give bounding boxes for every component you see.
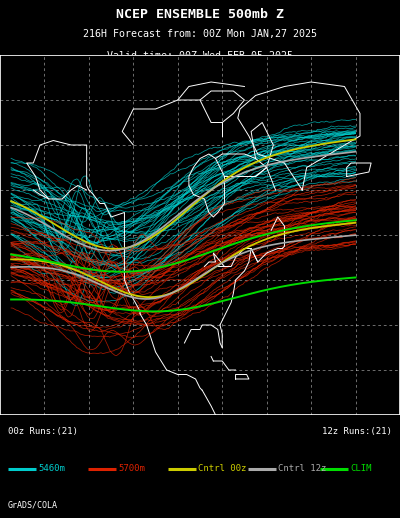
Text: Cntrl 12z: Cntrl 12z: [278, 464, 326, 473]
Text: Cntrl 00z: Cntrl 00z: [198, 464, 246, 473]
Text: 00z Runs:(21): 00z Runs:(21): [8, 427, 78, 436]
Text: 5460m: 5460m: [38, 464, 65, 473]
Text: Valid time: 00Z Wed FEB,05 2025: Valid time: 00Z Wed FEB,05 2025: [107, 51, 293, 61]
Text: 12z Runs:(21): 12z Runs:(21): [322, 427, 392, 436]
Text: 5700m: 5700m: [118, 464, 145, 473]
Text: 216H Forecast from: 00Z Mon JAN,27 2025: 216H Forecast from: 00Z Mon JAN,27 2025: [83, 28, 317, 39]
Text: NCEP ENSEMBLE 500mb Z: NCEP ENSEMBLE 500mb Z: [116, 8, 284, 21]
Text: CLIM: CLIM: [350, 464, 372, 473]
Text: GrADS/COLA: GrADS/COLA: [8, 501, 58, 510]
